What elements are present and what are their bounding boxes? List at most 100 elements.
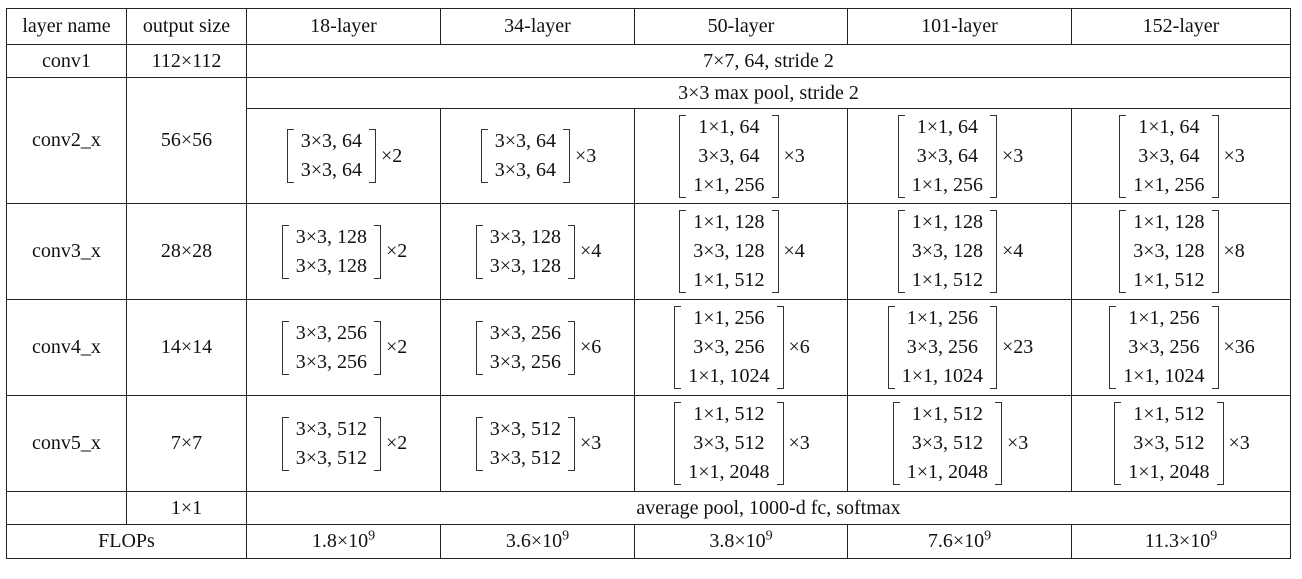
conv1-spec-cell: 7×7, 64, stride 2 <box>246 44 1291 78</box>
block-layer-spec: 3×3, 512 <box>295 446 367 469</box>
block-multiplier: ×4 <box>580 240 602 262</box>
block-layer-spec: 3×3, 128 <box>489 225 561 248</box>
block-multiplier: ×3 <box>783 144 805 167</box>
block-cell: 3×3, 64 3×3, 64 ×3 <box>440 108 635 204</box>
block-layer-spec: 3×3, 512 <box>1133 432 1205 454</box>
block-layer-spec: 3×3, 512 <box>489 446 561 469</box>
residual-block: 3×3, 128 3×3, 128 ×4 <box>474 223 602 281</box>
block-layer-spec: 3×3, 128 <box>1133 240 1205 262</box>
block-layer-spec: 1×1, 256 <box>693 307 765 329</box>
block-layer-spec: 1×1, 1024 <box>1123 365 1205 387</box>
header-cell: 18-layer <box>246 8 441 45</box>
bracket-matrix: 3×3, 256 3×3, 256 <box>474 319 577 377</box>
conv4-row: conv4_x 14×14 3×3, 256 3×3, 256 ×2 3×3, 256… <box>6 299 1291 396</box>
block-cell: 1×1, 512 3×3, 512 1×1, 2048 ×3 <box>1071 395 1291 492</box>
flops-exponent: 9 <box>1210 528 1218 544</box>
block-multiplier: ×2 <box>381 144 403 167</box>
block-layer-spec: 3×3, 512 <box>693 432 765 454</box>
flops-value-cell: 7.6×109 <box>847 524 1072 559</box>
block-layer-spec: 1×1, 512 <box>1133 403 1205 425</box>
block-cell: 1×1, 128 3×3, 128 1×1, 512 ×8 <box>1071 203 1291 300</box>
block-layer-spec: 3×3, 256 <box>693 336 765 358</box>
flops-value-cell: 3.6×109 <box>440 524 635 559</box>
resnet-architecture-table-container: layer name output size 18-layer 34-layer… <box>6 8 1291 559</box>
residual-block: 1×1, 64 3×3, 64 1×1, 256 ×3 <box>896 113 1023 200</box>
block-layer-spec: 1×1, 2048 <box>906 461 988 483</box>
flops-label-cell: FLOPs <box>6 524 247 559</box>
residual-block: 1×1, 256 3×3, 256 1×1, 1024 ×23 <box>886 304 1034 391</box>
block-layer-spec: 1×1, 1024 <box>901 365 983 387</box>
block-multiplier: ×2 <box>386 240 408 262</box>
bracket-matrix: 3×3, 64 3×3, 64 <box>479 127 572 185</box>
block-multiplier: ×4 <box>1002 240 1024 262</box>
flops-base: 1.8×10 <box>311 530 369 552</box>
header-row: layer name output size 18-layer 34-layer… <box>6 8 1291 45</box>
layer-name-cell: conv5_x <box>6 395 127 492</box>
bracket-matrix: 3×3, 64 3×3, 64 <box>285 127 378 185</box>
block-cell: 3×3, 512 3×3, 512 ×2 <box>246 395 441 492</box>
conv1-row: conv1 112×112 7×7, 64, stride 2 <box>6 44 1291 78</box>
flops-exponent: 9 <box>984 528 992 544</box>
output-size-cell: 14×14 <box>126 299 247 396</box>
residual-block: 1×1, 256 3×3, 256 1×1, 1024 ×6 <box>672 304 810 391</box>
residual-block: 3×3, 512 3×3, 512 ×3 <box>474 415 601 473</box>
block-layer-spec: 3×3, 512 <box>489 417 561 440</box>
bracket-matrix: 1×1, 512 3×3, 512 1×1, 2048 <box>1112 400 1225 487</box>
block-layer-spec: 1×1, 512 <box>911 403 983 425</box>
bracket-matrix: 1×1, 256 3×3, 256 1×1, 1024 <box>672 304 785 391</box>
residual-block: 1×1, 64 3×3, 64 1×1, 256 ×3 <box>677 113 805 200</box>
residual-block: 1×1, 128 3×3, 128 1×1, 512 ×4 <box>677 208 805 295</box>
header-cell: 50-layer <box>634 8 848 45</box>
flops-value-cell: 1.8×109 <box>246 524 441 559</box>
block-cell: 1×1, 64 3×3, 64 1×1, 256 ×3 <box>1071 108 1291 204</box>
residual-block: 3×3, 256 3×3, 256 ×2 <box>280 319 407 377</box>
block-multiplier: ×8 <box>1223 240 1245 262</box>
block-cell: 3×3, 128 3×3, 128 ×2 <box>246 203 441 300</box>
block-layer-spec: 1×1, 128 <box>1133 211 1205 233</box>
block-multiplier: ×4 <box>783 240 805 262</box>
block-multiplier: ×3 <box>1007 432 1029 454</box>
residual-block: 3×3, 256 3×3, 256 ×6 <box>474 319 601 377</box>
block-layer-spec: 3×3, 64 <box>1138 144 1200 167</box>
block-cell: 1×1, 256 3×3, 256 1×1, 1024 ×36 <box>1071 299 1291 396</box>
block-layer-spec: 1×1, 256 <box>911 173 983 196</box>
block-cell: 3×3, 128 3×3, 128 ×4 <box>440 203 635 300</box>
block-multiplier: ×23 <box>1002 336 1034 358</box>
layer-name-cell: conv4_x <box>6 299 127 396</box>
block-layer-spec: 3×3, 128 <box>295 254 367 277</box>
block-layer-spec: 3×3, 64 <box>916 144 978 167</box>
block-layer-spec: 3×3, 128 <box>489 254 561 277</box>
block-layer-spec: 3×3, 64 <box>494 130 556 152</box>
block-layer-spec: 3×3, 64 <box>300 159 362 181</box>
residual-block: 1×1, 64 3×3, 64 1×1, 256 ×3 <box>1117 113 1245 200</box>
block-layer-spec: 1×1, 2048 <box>1128 461 1210 483</box>
residual-block: 1×1, 512 3×3, 512 1×1, 2048 ×3 <box>891 400 1029 487</box>
block-cell: 1×1, 128 3×3, 128 1×1, 512 ×4 <box>634 203 848 300</box>
block-cell: 3×3, 512 3×3, 512 ×3 <box>440 395 635 492</box>
conv3-row: conv3_x 28×28 3×3, 128 3×3, 128 ×2 3×3, 128… <box>6 203 1291 300</box>
block-layer-spec: 3×3, 256 <box>906 336 978 358</box>
layer-name-cell <box>6 491 127 525</box>
conv5-row: conv5_x 7×7 3×3, 512 3×3, 512 ×2 3×3, 512 3×… <box>6 395 1291 492</box>
layer-name-cell: conv3_x <box>6 203 127 300</box>
block-layer-spec: 3×3, 64 <box>494 159 556 181</box>
block-layer-spec: 3×3, 512 <box>295 417 367 440</box>
block-layer-spec: 3×3, 256 <box>295 321 367 344</box>
output-size-cell: 7×7 <box>126 395 247 492</box>
block-multiplier: ×2 <box>386 432 408 454</box>
layer-name-cell: conv1 <box>6 44 127 78</box>
bracket-matrix: 1×1, 64 3×3, 64 1×1, 256 <box>677 113 780 200</box>
conv2-blocks-row: 3×3, 64 3×3, 64 ×2 3×3, 64 3×3, 64 ×3 1×1, 64 3… <box>7 108 1291 204</box>
output-size-cell: 112×112 <box>126 44 247 78</box>
bracket-matrix: 3×3, 512 3×3, 512 <box>474 415 577 473</box>
bracket-matrix: 1×1, 64 3×3, 64 1×1, 256 <box>1117 113 1220 200</box>
block-layer-spec: 1×1, 256 <box>906 307 978 329</box>
flops-exponent: 9 <box>368 528 376 544</box>
block-cell: 3×3, 256 3×3, 256 ×2 <box>246 299 441 396</box>
block-layer-spec: 1×1, 512 <box>1133 269 1205 291</box>
block-cell: 1×1, 512 3×3, 512 1×1, 2048 ×3 <box>634 395 848 492</box>
avgpool-row: 1×1 average pool, 1000-d fc, softmax <box>6 491 1291 525</box>
block-layer-spec: 1×1, 64 <box>1138 115 1200 138</box>
bracket-matrix: 3×3, 512 3×3, 512 <box>280 415 383 473</box>
block-layer-spec: 1×1, 128 <box>693 211 765 233</box>
